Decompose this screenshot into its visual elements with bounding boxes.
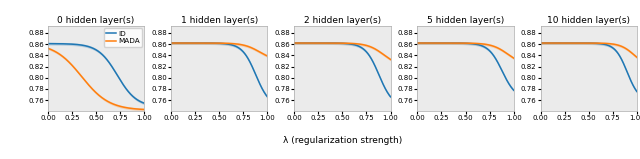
MADA [237, 44, 244, 45]
Line: ID: ID [171, 43, 268, 97]
MADA [633, 56, 640, 58]
ID [606, 45, 614, 47]
ID [548, 42, 556, 44]
ID [76, 44, 83, 46]
Line: MADA: MADA [171, 43, 268, 56]
ID [205, 42, 213, 44]
MADA [140, 109, 148, 111]
MADA [510, 57, 518, 59]
Title: 5 hidden layer(s): 5 hidden layer(s) [427, 17, 504, 25]
MADA [76, 73, 83, 75]
MADA [291, 42, 298, 44]
ID [537, 42, 545, 44]
MADA [548, 42, 556, 44]
MADA [597, 42, 605, 44]
ID [328, 42, 336, 44]
MADA [413, 42, 421, 44]
Legend: ID, MADA: ID, MADA [104, 28, 142, 47]
ID [167, 42, 175, 44]
MADA [167, 42, 175, 44]
MADA [537, 42, 545, 44]
ID [413, 42, 421, 44]
ID [105, 61, 113, 63]
MADA [328, 42, 336, 44]
ID [198, 42, 206, 44]
MADA [474, 43, 482, 45]
ID [302, 42, 310, 44]
ID [114, 75, 122, 76]
ID [140, 102, 148, 104]
ID [291, 42, 298, 44]
ID [425, 42, 433, 44]
Title: 2 hidden layer(s): 2 hidden layer(s) [304, 17, 381, 25]
MADA [83, 81, 90, 83]
MADA [198, 42, 206, 44]
ID [510, 89, 518, 91]
MADA [360, 44, 368, 46]
ID [607, 45, 614, 47]
ID [237, 48, 244, 50]
MADA [114, 105, 122, 107]
Line: ID: ID [541, 43, 637, 91]
ID [264, 96, 271, 98]
ID [179, 42, 187, 44]
MADA [302, 42, 310, 44]
MADA [264, 55, 271, 57]
Title: 10 hidden layer(s): 10 hidden layer(s) [547, 17, 630, 25]
MADA [44, 47, 52, 49]
ID [228, 44, 236, 46]
ID [237, 49, 245, 51]
ID [575, 42, 582, 44]
Title: 0 hidden layer(s): 0 hidden layer(s) [58, 17, 135, 25]
Line: MADA: MADA [294, 43, 390, 59]
ID [474, 44, 482, 46]
MADA [568, 42, 576, 44]
ID [44, 43, 52, 45]
MADA [322, 42, 330, 44]
MADA [452, 42, 460, 44]
MADA [351, 43, 358, 45]
ID [452, 42, 460, 44]
MADA [606, 43, 614, 45]
MADA [205, 42, 213, 44]
MADA [445, 42, 452, 44]
MADA [105, 101, 113, 103]
MADA [425, 42, 433, 44]
ID [351, 44, 358, 46]
ID [114, 75, 122, 77]
MADA [484, 44, 492, 46]
MADA [56, 53, 63, 55]
ID [484, 48, 492, 50]
MADA [237, 44, 245, 46]
ID [568, 42, 576, 44]
MADA [360, 44, 367, 46]
ID [483, 48, 491, 49]
MADA [228, 43, 236, 45]
Title: 1 hidden layer(s): 1 hidden layer(s) [180, 17, 258, 25]
ID [360, 48, 367, 50]
ID [387, 96, 394, 98]
ID [56, 43, 63, 45]
Line: MADA: MADA [541, 43, 637, 57]
MADA [575, 42, 582, 44]
MADA [607, 43, 614, 45]
ID [445, 42, 452, 44]
Line: ID: ID [48, 44, 144, 103]
ID [360, 49, 368, 51]
Text: λ (regularization strength): λ (regularization strength) [283, 136, 402, 145]
MADA [387, 59, 394, 60]
MADA [483, 44, 491, 45]
MADA [179, 42, 187, 44]
Line: MADA: MADA [48, 48, 144, 110]
MADA [114, 105, 122, 107]
Line: ID: ID [417, 43, 514, 90]
ID [597, 43, 605, 45]
Line: ID: ID [294, 43, 390, 97]
Line: MADA: MADA [417, 43, 514, 58]
ID [83, 45, 90, 47]
ID [322, 42, 330, 44]
ID [633, 90, 640, 92]
